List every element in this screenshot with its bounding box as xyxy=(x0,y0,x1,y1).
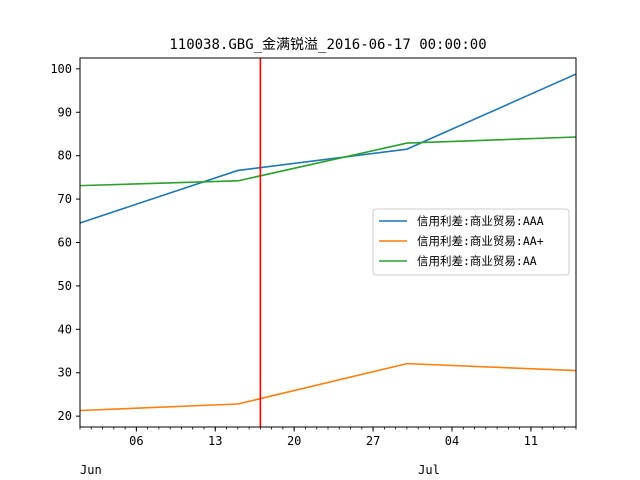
y-tick-label: 60 xyxy=(58,236,72,250)
y-tick-label: 90 xyxy=(58,105,72,119)
series-line-3 xyxy=(79,136,577,187)
series-line-2 xyxy=(79,362,577,412)
y-tick-label: 20 xyxy=(58,409,72,423)
y-tick-label: 100 xyxy=(50,62,72,76)
plot-area: 20 30 40 50 60 70 80 90 100 06 13 20 27 04 11 Jun Jul 信用利… xyxy=(50,57,577,477)
x-tick-label: 04 xyxy=(445,434,459,448)
y-tick-label: 40 xyxy=(58,322,72,336)
x-tick-label: 13 xyxy=(208,434,222,448)
x-month-label: Jul xyxy=(418,463,440,477)
y-tick-label: 80 xyxy=(58,149,72,163)
legend-box xyxy=(372,208,570,276)
series-line-1 xyxy=(79,73,577,224)
chart-title: 110038.GBG_金满锐溢_2016-06-17 00:00:00 xyxy=(169,37,486,53)
y-tick-label: 50 xyxy=(58,279,72,293)
legend-entry: 信用利差:商业贸易:AA+ xyxy=(417,234,544,248)
x-tick-label: 11 xyxy=(524,434,538,448)
x-tick-label: 06 xyxy=(129,434,143,448)
legend-entry: 信用利差:商业贸易:AAA xyxy=(417,214,544,228)
x-month-label: Jun xyxy=(80,463,102,477)
y-tick-label: 70 xyxy=(58,192,72,206)
x-tick-label: 20 xyxy=(287,434,301,448)
y-tick-label: 30 xyxy=(58,366,72,380)
legend-entry: 信用利差:商业贸易:AA xyxy=(417,254,537,268)
x-tick-label: 27 xyxy=(366,434,380,448)
